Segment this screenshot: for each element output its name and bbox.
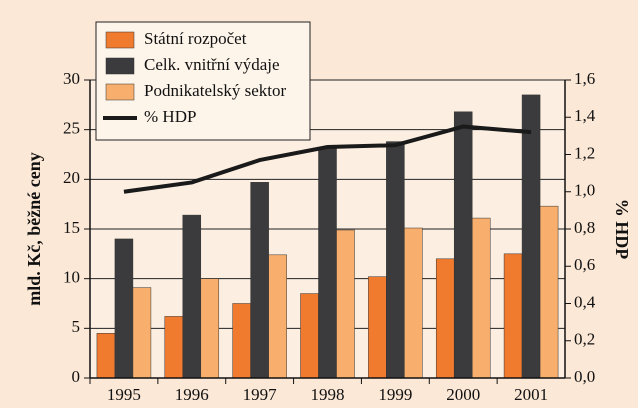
y2-axis-label: % HDP bbox=[612, 199, 632, 260]
bar bbox=[336, 229, 355, 379]
x-tick-label: 1996 bbox=[175, 385, 209, 404]
legend-label: Celk. vnitřní výdaje bbox=[144, 55, 280, 74]
bar bbox=[521, 94, 541, 379]
x-tick-label: 1997 bbox=[243, 385, 278, 404]
y2-tick-label: 1,6 bbox=[574, 69, 595, 88]
y-tick-label: 20 bbox=[63, 168, 80, 187]
y2-tick-label: 0,0 bbox=[574, 367, 595, 386]
legend-label: Státní rozpočet bbox=[144, 29, 247, 48]
bar bbox=[453, 111, 473, 379]
bar bbox=[114, 238, 134, 379]
bar bbox=[368, 276, 387, 379]
bar bbox=[404, 227, 423, 379]
y2-tick-label: 0,4 bbox=[574, 292, 596, 311]
bar bbox=[318, 147, 337, 379]
y2-tick-label: 0,2 bbox=[574, 330, 595, 349]
bar bbox=[200, 278, 220, 379]
y-axis-label: mld. Kč, běžné ceny bbox=[24, 152, 44, 305]
bar bbox=[503, 253, 523, 379]
bar bbox=[435, 258, 455, 379]
x-tick-label: 2001 bbox=[514, 385, 548, 404]
legend-label: % HDP bbox=[144, 107, 196, 126]
x-tick-label: 1998 bbox=[311, 385, 345, 404]
y-tick-label: 10 bbox=[63, 268, 80, 287]
bar bbox=[268, 254, 287, 379]
y2-tick-label: 1,0 bbox=[574, 181, 595, 200]
y-tick-label: 15 bbox=[63, 218, 80, 237]
legend-swatch bbox=[105, 57, 135, 75]
y2-tick-label: 0,6 bbox=[574, 255, 595, 274]
bar bbox=[250, 182, 269, 379]
legend-label: Podnikatelský sektor bbox=[144, 81, 286, 100]
y-tick-label: 5 bbox=[72, 317, 81, 336]
bar bbox=[182, 214, 202, 379]
x-tick-label: 1999 bbox=[378, 385, 412, 404]
bar bbox=[132, 287, 152, 379]
y2-tick-label: 0,8 bbox=[574, 218, 595, 237]
legend-swatch bbox=[105, 31, 135, 49]
bar bbox=[96, 333, 116, 379]
x-tick-label: 1995 bbox=[107, 385, 141, 404]
y2-tick-label: 1,2 bbox=[574, 143, 595, 162]
x-tick-label: 2000 bbox=[446, 385, 480, 404]
y-tick-label: 0 bbox=[72, 367, 81, 386]
bar bbox=[164, 316, 184, 379]
legend-swatch bbox=[105, 83, 135, 101]
y-tick-label: 30 bbox=[63, 69, 80, 88]
bar bbox=[386, 141, 405, 379]
bar bbox=[471, 217, 491, 379]
bar bbox=[300, 293, 319, 379]
y2-tick-label: 1,4 bbox=[574, 106, 596, 125]
line bbox=[123, 124, 532, 194]
bar bbox=[539, 205, 559, 379]
y-tick-label: 25 bbox=[63, 119, 80, 138]
bar bbox=[232, 303, 251, 379]
